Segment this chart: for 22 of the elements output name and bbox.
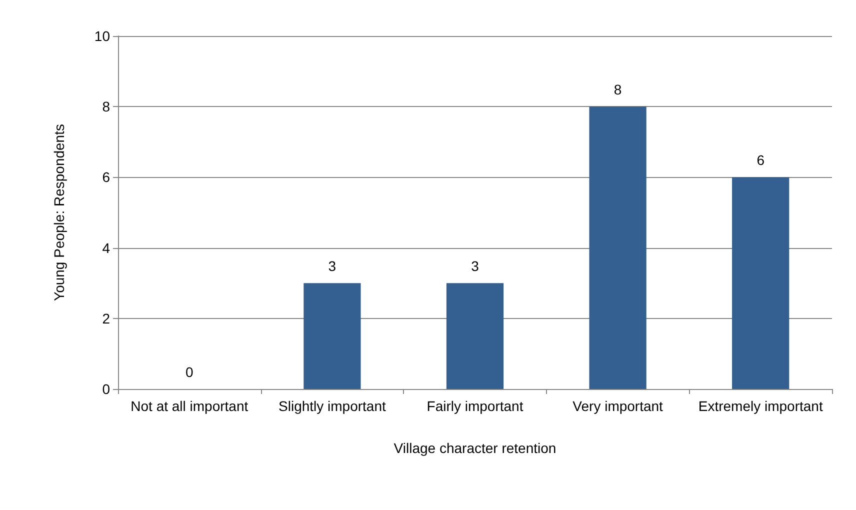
y-tick-label: 0 [102, 381, 110, 397]
y-tick-label: 2 [102, 310, 110, 326]
x-axis-title: Village character retention [394, 440, 556, 456]
bar [446, 283, 504, 389]
y-tick-label: 8 [102, 98, 110, 115]
data-label: 3 [471, 258, 480, 274]
x-tick-label: Fairly important [426, 398, 524, 414]
data-label: 3 [328, 258, 336, 274]
bar [589, 106, 646, 389]
y-tick-label: 4 [102, 240, 110, 256]
y-axis-title: Young People: Respondents [51, 124, 67, 301]
bar [732, 177, 790, 389]
data-label: 8 [614, 82, 622, 98]
data-label: 6 [756, 152, 765, 168]
x-tick-label: Very important [572, 398, 664, 414]
x-tick-label: Not at all important [130, 398, 248, 414]
y-tick-label: 6 [102, 169, 110, 186]
data-label: 0 [186, 364, 194, 380]
bar [304, 283, 361, 389]
x-tick-label: Extremely important [698, 398, 823, 414]
x-tick-label: Slightly important [278, 398, 386, 414]
y-tick-label: 10 [94, 28, 110, 44]
